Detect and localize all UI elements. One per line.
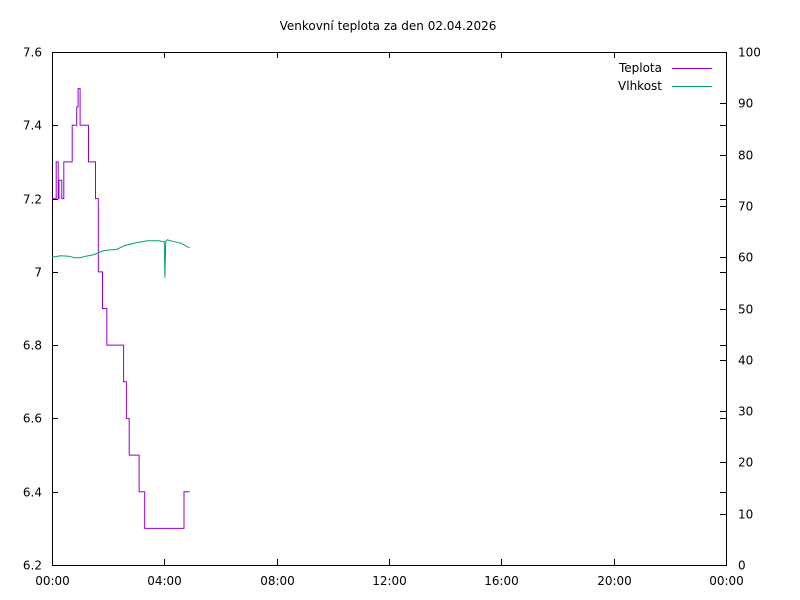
plot-border (52, 52, 727, 566)
y-tick-label: 7.2 (23, 193, 42, 207)
axes: 6.2 6.4 6.6 6.8 7 7.2 7.4 7.6 0 10 20 30 40 50 60 70 80 9… (23, 46, 761, 589)
y2-tick-label: 0 (738, 559, 746, 573)
y2-tick-label: 40 (738, 354, 753, 368)
y2-tick-label: 60 (738, 251, 753, 265)
x-tick-label: 16:00 (484, 574, 519, 588)
y2-tick-label: 100 (738, 46, 761, 60)
y2-tick-label: 80 (738, 149, 753, 163)
chart-title: Venkovní teplota za den 02.04.2026 (280, 19, 497, 33)
y-tick-label: 6.8 (23, 339, 42, 353)
x-tick-label: 08:00 (260, 574, 295, 588)
y-tick-label: 6.2 (23, 559, 42, 573)
y2-tick-label: 20 (738, 456, 753, 470)
x-tick-label: 20:00 (597, 574, 632, 588)
y2-tick-label: 90 (738, 97, 753, 111)
legend-label: Vlhkost (618, 79, 662, 93)
legend-label: Teplota (618, 61, 662, 75)
legend: Teplota Vlhkost (618, 61, 712, 93)
y2-tick-label: 30 (738, 405, 753, 419)
x-tick-label: 04:00 (147, 574, 182, 588)
y-tick-label: 7 (34, 266, 42, 280)
x-tick-label: 00:00 (35, 574, 70, 588)
y2-tick-label: 10 (738, 508, 753, 522)
y-tick-label: 6.4 (23, 486, 42, 500)
y-tick-label: 7.6 (23, 46, 42, 60)
plot-area (51, 88, 190, 529)
y-tick-label: 7.4 (23, 119, 42, 133)
y2-tick-label: 70 (738, 200, 753, 214)
series-vlhkost-line (51, 239, 190, 278)
x-tick-label: 00:00 (709, 574, 744, 588)
series-teplota-line (52, 88, 190, 529)
y-tick-label: 6.6 (23, 412, 42, 426)
y2-tick-label: 50 (738, 303, 753, 317)
x-tick-label: 12:00 (372, 574, 407, 588)
